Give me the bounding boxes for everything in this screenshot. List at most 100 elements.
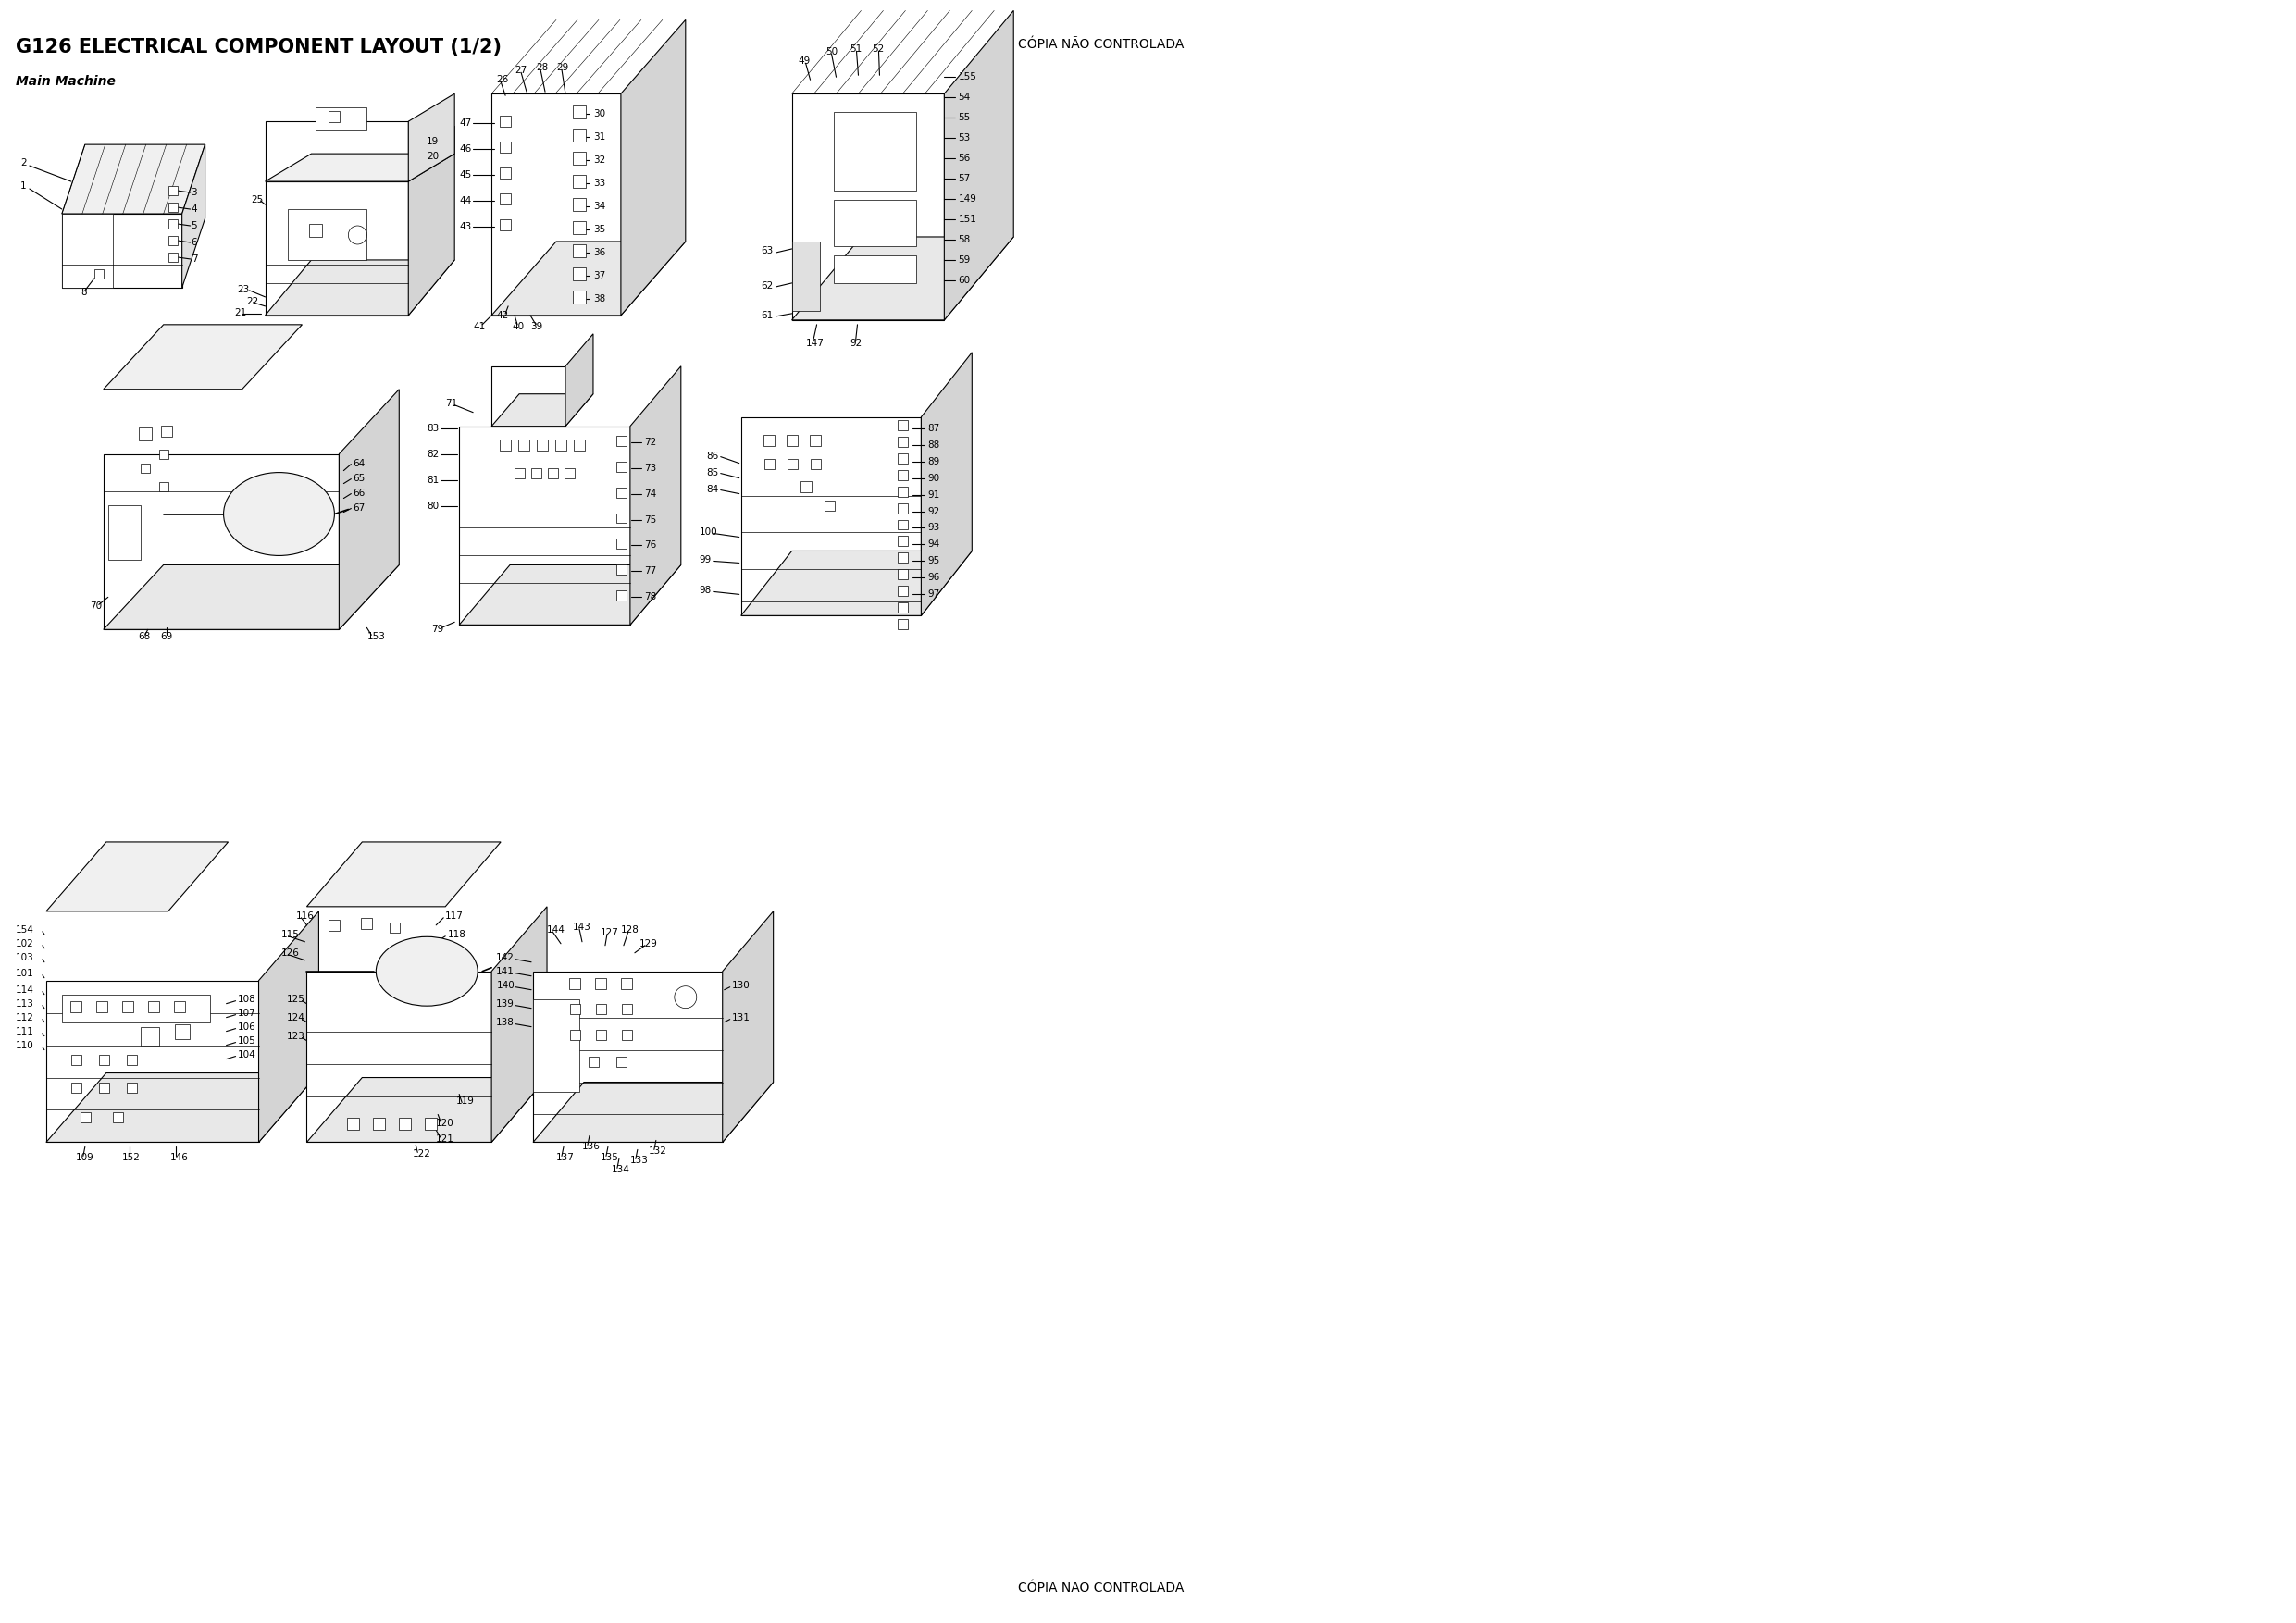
Polygon shape — [161, 425, 172, 437]
Text: 131: 131 — [732, 1013, 751, 1022]
Text: 83: 83 — [427, 424, 439, 433]
Polygon shape — [569, 1029, 581, 1040]
Text: 34: 34 — [592, 201, 606, 211]
Text: 2: 2 — [21, 159, 28, 167]
Polygon shape — [103, 454, 340, 630]
Polygon shape — [944, 10, 1013, 320]
Text: 82: 82 — [427, 450, 439, 459]
Polygon shape — [549, 467, 558, 479]
Text: 120: 120 — [436, 1120, 455, 1128]
Text: 132: 132 — [647, 1147, 668, 1156]
Circle shape — [675, 987, 696, 1008]
Polygon shape — [921, 352, 971, 615]
Polygon shape — [310, 224, 321, 237]
Text: 44: 44 — [459, 196, 471, 206]
Text: 92: 92 — [928, 506, 939, 516]
Polygon shape — [569, 1003, 581, 1014]
Text: 146: 146 — [170, 1154, 188, 1162]
Text: 6: 6 — [191, 239, 197, 247]
Polygon shape — [374, 1118, 386, 1130]
Text: 85: 85 — [705, 467, 719, 477]
Polygon shape — [80, 1113, 90, 1123]
Text: 66: 66 — [354, 489, 365, 497]
Polygon shape — [491, 907, 546, 1143]
Text: 101: 101 — [16, 969, 34, 977]
Polygon shape — [572, 175, 585, 188]
Text: 117: 117 — [445, 911, 464, 920]
Polygon shape — [459, 427, 629, 625]
Text: 134: 134 — [611, 1165, 629, 1175]
Text: 73: 73 — [643, 463, 657, 472]
Polygon shape — [96, 1001, 108, 1013]
Text: 87: 87 — [928, 424, 939, 433]
Text: 123: 123 — [287, 1031, 305, 1040]
Polygon shape — [824, 500, 833, 510]
Text: 95: 95 — [928, 557, 939, 566]
Polygon shape — [264, 260, 455, 315]
Polygon shape — [46, 980, 259, 1143]
Polygon shape — [147, 1001, 158, 1013]
Circle shape — [349, 226, 367, 243]
Polygon shape — [71, 1001, 80, 1013]
Polygon shape — [765, 459, 774, 469]
Text: 109: 109 — [76, 1154, 94, 1162]
Polygon shape — [264, 154, 455, 182]
Polygon shape — [792, 242, 820, 310]
Text: 99: 99 — [700, 555, 712, 565]
Text: 133: 133 — [629, 1156, 647, 1165]
Text: 80: 80 — [427, 502, 439, 510]
Polygon shape — [785, 435, 797, 446]
Polygon shape — [501, 440, 512, 450]
Text: 91: 91 — [928, 490, 939, 500]
Polygon shape — [491, 242, 687, 315]
Text: 153: 153 — [367, 633, 386, 641]
Text: 141: 141 — [496, 967, 514, 975]
Text: 4: 4 — [191, 204, 197, 214]
Text: 96: 96 — [928, 573, 939, 583]
Text: 19: 19 — [427, 136, 439, 146]
Polygon shape — [572, 105, 585, 118]
Text: 112: 112 — [16, 1013, 34, 1022]
Text: 136: 136 — [583, 1143, 602, 1151]
Text: 152: 152 — [122, 1154, 140, 1162]
Polygon shape — [409, 94, 455, 182]
Text: 102: 102 — [16, 940, 34, 948]
Polygon shape — [898, 453, 909, 463]
Text: 79: 79 — [432, 625, 443, 635]
Text: 114: 114 — [16, 985, 34, 995]
Text: 147: 147 — [806, 339, 824, 347]
Text: 126: 126 — [280, 948, 298, 958]
Text: 58: 58 — [957, 235, 971, 245]
Polygon shape — [126, 1083, 138, 1092]
Text: 108: 108 — [236, 995, 255, 1003]
Polygon shape — [898, 437, 909, 446]
Text: 86: 86 — [705, 451, 719, 461]
Polygon shape — [742, 417, 921, 615]
Ellipse shape — [223, 472, 335, 555]
Polygon shape — [898, 503, 909, 513]
Text: 67: 67 — [354, 503, 365, 513]
Text: 74: 74 — [643, 489, 657, 498]
Polygon shape — [158, 450, 168, 459]
Text: 32: 32 — [592, 156, 606, 166]
Polygon shape — [126, 1055, 138, 1065]
Polygon shape — [530, 467, 542, 479]
Text: 27: 27 — [514, 67, 526, 75]
Text: 122: 122 — [413, 1149, 432, 1159]
Text: 3: 3 — [191, 188, 197, 196]
Polygon shape — [898, 420, 909, 430]
Text: 52: 52 — [872, 45, 884, 54]
Text: 46: 46 — [459, 144, 471, 154]
Text: 37: 37 — [592, 271, 606, 281]
Text: 138: 138 — [496, 1018, 514, 1027]
Text: 35: 35 — [592, 226, 606, 234]
Text: 105: 105 — [236, 1035, 255, 1045]
Text: 26: 26 — [496, 75, 507, 84]
Text: CÓPIA NÃO CONTROLADA: CÓPIA NÃO CONTROLADA — [1017, 39, 1185, 52]
Polygon shape — [588, 1057, 599, 1066]
Text: 43: 43 — [459, 222, 471, 232]
Text: 155: 155 — [957, 73, 976, 81]
Text: 65: 65 — [354, 474, 365, 482]
Polygon shape — [328, 112, 340, 122]
Text: CÓPIA NÃO CONTROLADA: CÓPIA NÃO CONTROLADA — [1017, 1581, 1185, 1594]
